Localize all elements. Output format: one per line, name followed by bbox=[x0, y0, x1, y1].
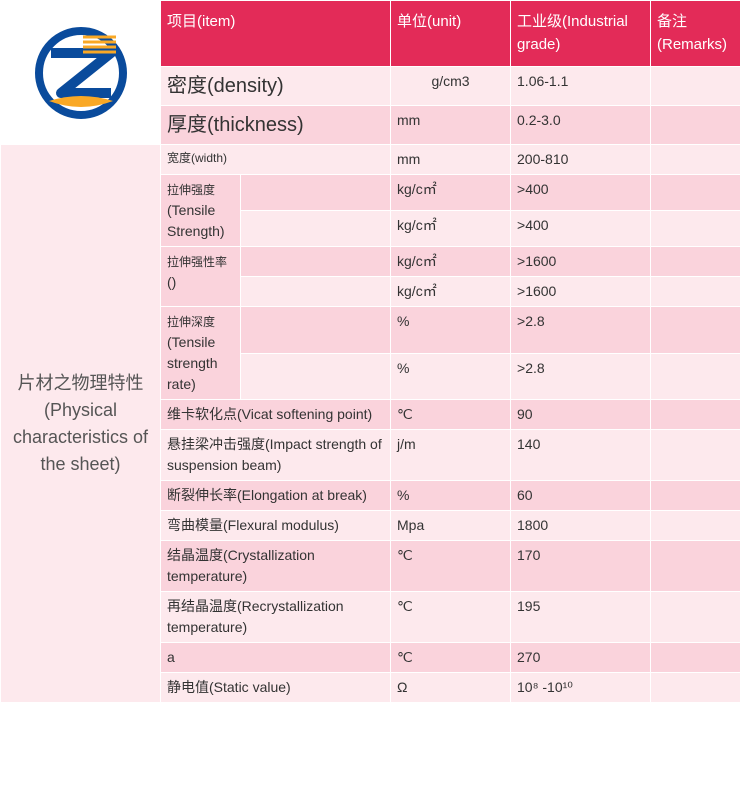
cell-item: 厚度(thickness) bbox=[161, 106, 391, 145]
cell-item: a bbox=[161, 643, 391, 673]
cell-grade: 270 bbox=[511, 643, 651, 673]
cell-item: 静电值(Static value) bbox=[161, 673, 391, 703]
cell-unit: ℃ bbox=[391, 643, 511, 673]
cell-unit: kg/c㎡ bbox=[391, 247, 511, 277]
cell-unit: Mpa bbox=[391, 511, 511, 541]
cell-sub bbox=[241, 211, 391, 247]
cell-grade: 10⁸ -10¹⁰ bbox=[511, 673, 651, 703]
header-row: 项目(item) 单位(unit) 工业级(Industrial grade) … bbox=[1, 1, 740, 67]
cell-unit: % bbox=[391, 307, 511, 354]
cell-remarks bbox=[651, 643, 740, 673]
cell-remarks bbox=[651, 277, 740, 307]
cell-remarks bbox=[651, 592, 740, 643]
cell-grade: >400 bbox=[511, 175, 651, 211]
cell-unit: % bbox=[391, 353, 511, 400]
cell-grade: 60 bbox=[511, 481, 651, 511]
cell-item: 宽度(width) bbox=[161, 145, 391, 175]
cell-remarks bbox=[651, 211, 740, 247]
cell-unit: g/cm3 bbox=[391, 67, 511, 106]
cell-unit: mm bbox=[391, 145, 511, 175]
cell-grade: 200-810 bbox=[511, 145, 651, 175]
cell-item: 拉伸深度 (Tensile strength rate) bbox=[161, 307, 241, 400]
cell-remarks bbox=[651, 247, 740, 277]
cell-item: 密度(density) bbox=[161, 67, 391, 106]
company-logo-icon bbox=[21, 23, 141, 123]
cell-grade: 140 bbox=[511, 430, 651, 481]
cell-sub bbox=[241, 247, 391, 277]
cell-grade: 170 bbox=[511, 541, 651, 592]
cell-remarks bbox=[651, 400, 740, 430]
spec-table: 项目(item) 单位(unit) 工业级(Industrial grade) … bbox=[0, 0, 740, 703]
label-cn: 拉伸强度 bbox=[167, 183, 215, 197]
label-cn: 拉伸强性率 bbox=[167, 255, 227, 269]
logo-cell bbox=[1, 1, 161, 145]
label-cn: 拉伸深度 bbox=[167, 315, 215, 329]
cell-remarks bbox=[651, 145, 740, 175]
row-width: 片材之物理特性(Physical characteristics of the … bbox=[1, 145, 740, 175]
cell-grade: >1600 bbox=[511, 277, 651, 307]
cell-grade: 1800 bbox=[511, 511, 651, 541]
cell-remarks bbox=[651, 673, 740, 703]
cell-unit: Ω bbox=[391, 673, 511, 703]
cell-grade: >1600 bbox=[511, 247, 651, 277]
col-unit: 单位(unit) bbox=[391, 1, 511, 67]
cell-item: 维卡软化点(Vicat softening point) bbox=[161, 400, 391, 430]
cell-grade: 1.06-1.1 bbox=[511, 67, 651, 106]
cell-remarks bbox=[651, 481, 740, 511]
cell-unit: mm bbox=[391, 106, 511, 145]
cell-unit: kg/c㎡ bbox=[391, 277, 511, 307]
side-header: 片材之物理特性(Physical characteristics of the … bbox=[1, 145, 161, 703]
cell-remarks bbox=[651, 353, 740, 400]
cell-remarks bbox=[651, 67, 740, 106]
cell-unit: j/m bbox=[391, 430, 511, 481]
cell-item: 拉伸强度 (Tensile Strength) bbox=[161, 175, 241, 247]
cell-unit: % bbox=[391, 481, 511, 511]
label-en: (Tensile strength rate) bbox=[167, 334, 218, 392]
cell-grade: >2.8 bbox=[511, 353, 651, 400]
cell-sub bbox=[241, 277, 391, 307]
cell-grade: 90 bbox=[511, 400, 651, 430]
cell-sub bbox=[241, 307, 391, 354]
cell-unit: ℃ bbox=[391, 400, 511, 430]
cell-item: 再结晶温度(Recrystallization temperature) bbox=[161, 592, 391, 643]
cell-sub bbox=[241, 353, 391, 400]
cell-grade: >400 bbox=[511, 211, 651, 247]
cell-remarks bbox=[651, 541, 740, 592]
cell-item: 拉伸强性率 () bbox=[161, 247, 241, 307]
cell-item: 断裂伸长率(Elongation at break) bbox=[161, 481, 391, 511]
col-item: 项目(item) bbox=[161, 1, 391, 67]
col-grade: 工业级(Industrial grade) bbox=[511, 1, 651, 67]
label-en: (Tensile Strength) bbox=[167, 202, 225, 239]
cell-unit: ℃ bbox=[391, 592, 511, 643]
cell-sub bbox=[241, 175, 391, 211]
cell-unit: ℃ bbox=[391, 541, 511, 592]
cell-item: 弯曲模量(Flexural modulus) bbox=[161, 511, 391, 541]
cell-remarks bbox=[651, 511, 740, 541]
cell-remarks bbox=[651, 106, 740, 145]
cell-unit: kg/c㎡ bbox=[391, 175, 511, 211]
cell-grade: 0.2-3.0 bbox=[511, 106, 651, 145]
cell-remarks bbox=[651, 430, 740, 481]
cell-item: 结晶温度(Crystallization temperature) bbox=[161, 541, 391, 592]
cell-remarks bbox=[651, 175, 740, 211]
col-remarks: 备注(Remarks) bbox=[651, 1, 740, 67]
cell-grade: >2.8 bbox=[511, 307, 651, 354]
cell-unit: kg/c㎡ bbox=[391, 211, 511, 247]
cell-grade: 195 bbox=[511, 592, 651, 643]
cell-remarks bbox=[651, 307, 740, 354]
cell-item: 悬挂梁冲击强度(Impact strength of suspension be… bbox=[161, 430, 391, 481]
label-en: () bbox=[167, 274, 176, 290]
